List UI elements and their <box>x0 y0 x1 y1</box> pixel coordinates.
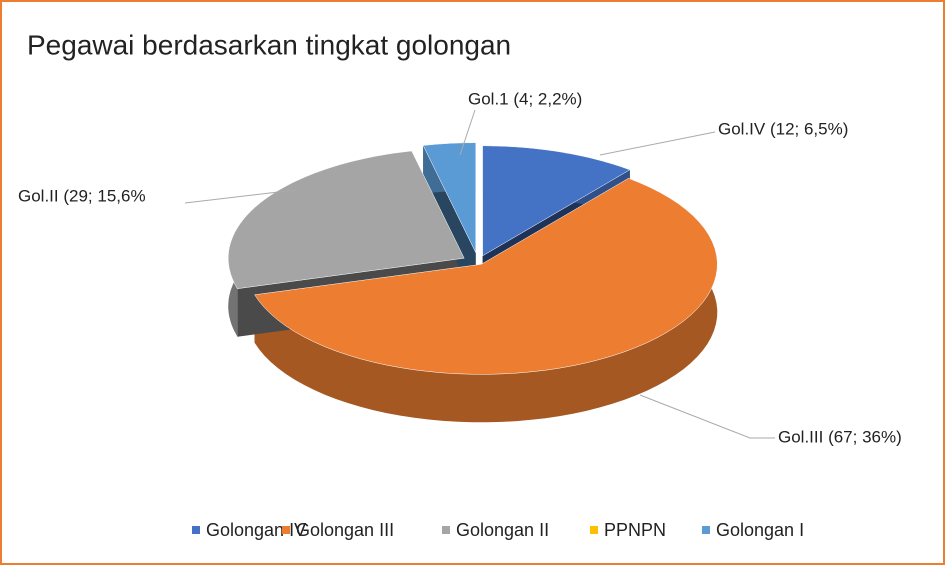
legend-swatch <box>702 526 710 534</box>
legend-label: Golongan IV <box>206 520 306 540</box>
legend-label: Golongan II <box>456 520 549 540</box>
data-label: Gol.IV (12; 6,5%) <box>718 119 848 138</box>
slice-side <box>254 178 718 423</box>
legend-label: Golongan I <box>716 520 804 540</box>
leader-line <box>184 189 296 204</box>
leader-line <box>459 109 476 156</box>
leader-line <box>639 394 775 439</box>
leader-line <box>599 131 716 156</box>
legend-swatch <box>442 526 450 534</box>
data-label: Gol.II (29; 15,6% <box>18 186 146 205</box>
legend-label: Golongan III <box>296 520 394 540</box>
legend-label: PPNPN <box>604 520 666 540</box>
slice <box>482 145 631 257</box>
slice <box>227 150 465 289</box>
legend-swatch <box>590 526 598 534</box>
slice <box>422 142 477 253</box>
data-label: Gol.1 (4; 2,2%) <box>468 89 582 108</box>
slice <box>254 178 718 375</box>
legend-swatch <box>282 526 290 534</box>
chart-title: Pegawai berdasarkan tingkat golongan <box>27 29 511 60</box>
legend-swatch <box>192 526 200 534</box>
data-label: Gol.III (67; 36%) <box>778 427 902 446</box>
